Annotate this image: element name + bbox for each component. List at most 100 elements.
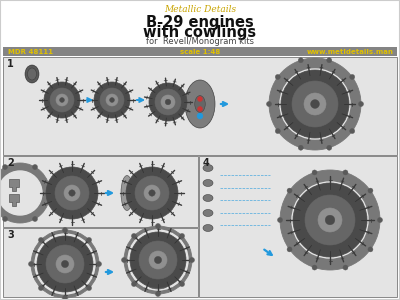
Bar	[3, 228, 198, 297]
Circle shape	[275, 74, 280, 80]
Circle shape	[46, 245, 84, 283]
Circle shape	[287, 188, 292, 193]
Circle shape	[35, 234, 95, 294]
Circle shape	[312, 265, 317, 270]
Circle shape	[135, 176, 169, 210]
Circle shape	[149, 190, 155, 196]
Circle shape	[149, 83, 187, 121]
Circle shape	[358, 101, 364, 106]
Text: with cowlings: with cowlings	[144, 26, 256, 40]
Circle shape	[96, 262, 102, 266]
Circle shape	[132, 281, 136, 286]
Ellipse shape	[28, 68, 36, 80]
Text: 4: 4	[203, 158, 210, 168]
Circle shape	[161, 95, 175, 109]
Circle shape	[62, 227, 68, 232]
Polygon shape	[9, 179, 19, 191]
Circle shape	[318, 208, 342, 232]
Circle shape	[28, 262, 34, 266]
Ellipse shape	[203, 224, 213, 232]
Text: 2: 2	[7, 158, 14, 168]
Circle shape	[62, 296, 68, 300]
Circle shape	[122, 257, 126, 262]
Circle shape	[94, 82, 130, 118]
Text: www.metldetails.man: www.metldetails.man	[307, 49, 394, 55]
Circle shape	[298, 58, 303, 63]
Circle shape	[56, 94, 68, 106]
Bar	[3, 57, 397, 155]
Circle shape	[311, 100, 319, 108]
Circle shape	[2, 164, 8, 169]
Circle shape	[86, 238, 92, 242]
Circle shape	[180, 233, 184, 238]
Ellipse shape	[203, 179, 213, 187]
Circle shape	[287, 247, 292, 252]
Circle shape	[38, 238, 44, 242]
Circle shape	[350, 74, 355, 80]
Circle shape	[44, 82, 80, 118]
Ellipse shape	[203, 209, 213, 217]
Circle shape	[130, 232, 186, 288]
Text: B-29 engines: B-29 engines	[146, 14, 254, 29]
Circle shape	[126, 167, 178, 219]
Circle shape	[325, 215, 335, 225]
Circle shape	[106, 94, 118, 106]
Circle shape	[350, 128, 355, 134]
Circle shape	[86, 286, 92, 290]
Circle shape	[292, 182, 368, 258]
Circle shape	[128, 230, 188, 290]
Circle shape	[156, 292, 160, 296]
Circle shape	[312, 170, 317, 175]
Circle shape	[198, 97, 202, 101]
Circle shape	[149, 251, 167, 269]
Circle shape	[368, 188, 373, 193]
Circle shape	[266, 101, 272, 106]
Circle shape	[278, 218, 282, 223]
Circle shape	[197, 113, 203, 119]
Circle shape	[281, 70, 349, 138]
Circle shape	[37, 236, 93, 292]
Ellipse shape	[25, 65, 39, 83]
Circle shape	[327, 145, 332, 150]
Bar	[3, 156, 198, 227]
Circle shape	[275, 128, 280, 134]
Circle shape	[56, 255, 74, 273]
Circle shape	[144, 185, 160, 201]
Circle shape	[38, 286, 44, 290]
Circle shape	[154, 256, 162, 264]
Circle shape	[156, 224, 160, 229]
Text: MDR 48111: MDR 48111	[8, 49, 53, 55]
Text: 1: 1	[7, 59, 14, 69]
Text: scale 1:48: scale 1:48	[180, 49, 220, 55]
Circle shape	[132, 233, 136, 238]
Circle shape	[305, 195, 355, 245]
Ellipse shape	[148, 281, 168, 289]
Circle shape	[190, 257, 194, 262]
Circle shape	[298, 145, 303, 150]
Circle shape	[32, 164, 38, 169]
Circle shape	[69, 190, 75, 196]
Text: for  Revell/Monogram kits: for Revell/Monogram kits	[146, 38, 254, 46]
Circle shape	[180, 281, 184, 286]
Bar	[3, 47, 397, 56]
Circle shape	[139, 241, 177, 279]
Circle shape	[280, 170, 380, 270]
Ellipse shape	[121, 176, 133, 211]
Ellipse shape	[203, 164, 213, 172]
Ellipse shape	[185, 80, 215, 128]
Circle shape	[62, 260, 69, 268]
Circle shape	[48, 190, 52, 196]
Circle shape	[327, 58, 332, 63]
Circle shape	[100, 88, 124, 112]
Text: Metallic Details: Metallic Details	[164, 5, 236, 14]
Bar	[199, 156, 397, 297]
Circle shape	[165, 99, 171, 105]
Circle shape	[368, 247, 373, 252]
Circle shape	[60, 98, 64, 102]
Circle shape	[31, 230, 99, 298]
Circle shape	[32, 217, 38, 221]
Circle shape	[124, 226, 192, 294]
Circle shape	[304, 93, 326, 115]
Ellipse shape	[195, 96, 205, 112]
Circle shape	[55, 176, 89, 210]
